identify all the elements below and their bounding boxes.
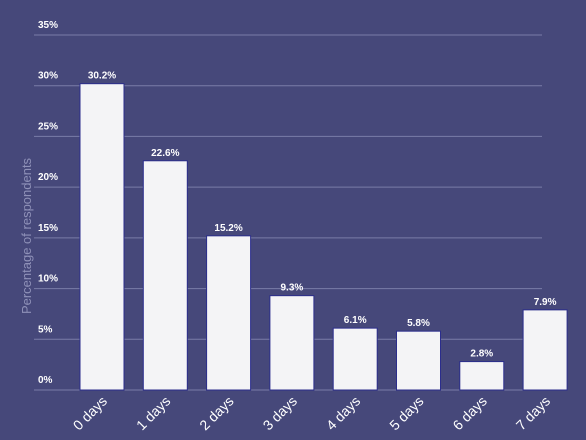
bar <box>206 235 252 391</box>
data-label: 9.3% <box>281 283 304 294</box>
x-tick-label: 7 days <box>513 393 553 433</box>
data-label: 15.2% <box>214 223 242 234</box>
data-label: 5.8% <box>407 318 430 329</box>
y-tick-label: 10% <box>38 274 58 285</box>
bars <box>79 83 568 391</box>
data-labels: 30.2% 22.6% 15.2% 9.3% 6.1% 5.8% 2.8% 7.9% <box>88 71 557 360</box>
data-label: 6.1% <box>344 315 367 326</box>
x-tick-labels: 0 days 1 days 2 days 3 days 4 days 5 days 6 da… <box>70 393 554 433</box>
x-tick-label: 5 days <box>386 393 426 433</box>
x-tick-label: 1 days <box>133 393 173 433</box>
y-tick-labels: 0% 5% 10% 15% 20% 25% 30% 35% <box>38 20 58 386</box>
bar <box>522 309 568 391</box>
y-tick-label: 25% <box>38 121 58 132</box>
data-label: 2.8% <box>470 349 493 360</box>
y-tick-label: 5% <box>38 324 53 335</box>
data-label: 7.9% <box>534 297 557 308</box>
x-tick-label: 6 days <box>449 393 489 433</box>
y-tick-label: 20% <box>38 172 58 183</box>
x-tick-label: 3 days <box>260 393 300 433</box>
x-tick-label: 2 days <box>196 393 236 433</box>
y-tick-label: 30% <box>38 71 58 82</box>
x-tick-label: 4 days <box>323 393 363 433</box>
y-axis-label: Percentage of respondents <box>19 157 34 314</box>
bar <box>142 160 188 391</box>
data-label: 30.2% <box>88 71 116 82</box>
bar <box>79 83 125 391</box>
bar <box>459 361 505 391</box>
x-tick-label: 0 days <box>70 393 110 433</box>
bar <box>396 330 441 391</box>
bar <box>269 295 315 391</box>
y-tick-label: 15% <box>38 223 58 234</box>
y-tick-label: 0% <box>38 375 53 386</box>
bar <box>332 327 378 391</box>
y-tick-label: 35% <box>38 20 58 31</box>
data-label: 22.6% <box>151 148 179 159</box>
